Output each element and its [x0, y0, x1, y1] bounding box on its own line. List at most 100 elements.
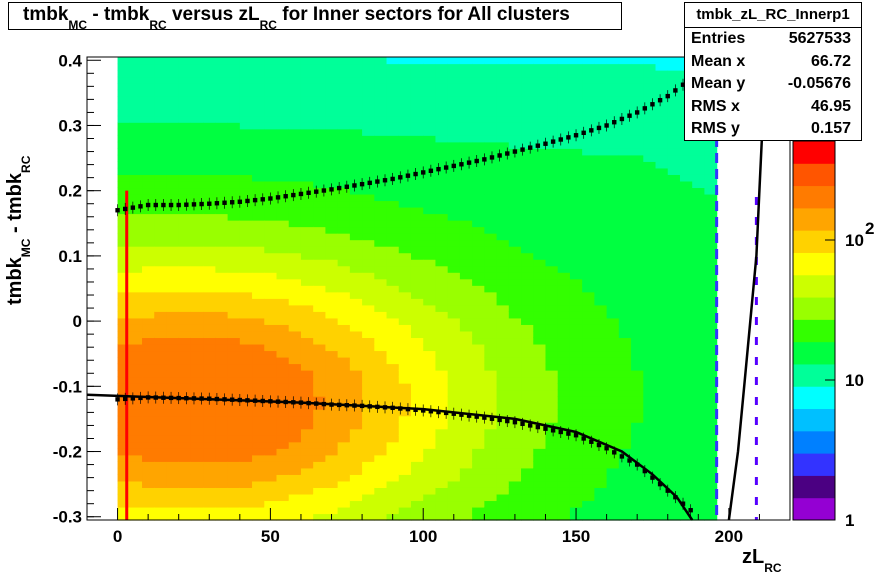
heatmap-cell	[533, 298, 547, 306]
profile-point	[573, 133, 579, 138]
heatmap-cell	[533, 454, 547, 462]
heatmap-cell	[349, 115, 363, 123]
heatmap-cell	[667, 154, 681, 162]
heatmap-cell	[606, 493, 620, 502]
heatmap-cell	[521, 402, 534, 410]
heatmap-cell	[349, 57, 363, 65]
heatmap-cell	[655, 402, 669, 410]
heatmap-cell	[178, 259, 192, 267]
heatmap-cell	[398, 239, 412, 247]
heatmap-cell	[337, 441, 351, 449]
heatmap-cell	[215, 337, 229, 345]
heatmap-cell	[545, 246, 559, 254]
heatmap-cell	[508, 96, 522, 104]
heatmap-cell	[521, 343, 534, 352]
heatmap-cell	[508, 141, 522, 149]
heatmap-cell	[398, 415, 412, 423]
heatmap-cell	[325, 109, 339, 117]
heatmap-cell	[508, 311, 522, 319]
heatmap-cell	[618, 122, 632, 130]
heatmap-cell	[300, 402, 314, 410]
heatmap-cell	[276, 389, 290, 397]
heatmap-cell	[496, 343, 510, 352]
heatmap-cell	[618, 448, 632, 456]
heatmap-cell	[557, 57, 571, 65]
heatmap-cell	[337, 513, 351, 521]
heatmap-cell	[313, 200, 327, 208]
heatmap-cell	[166, 376, 180, 384]
heatmap-cell	[655, 63, 669, 71]
heatmap-cell	[423, 70, 437, 78]
heatmap-cell	[215, 76, 229, 84]
heatmap-cell	[606, 135, 620, 143]
stats-value: 66.72	[810, 52, 851, 70]
heatmap-cell	[300, 487, 314, 495]
heatmap-cell	[533, 154, 547, 162]
heatmap-cell	[704, 265, 718, 273]
heatmap-cell	[667, 220, 681, 228]
heatmap-cell	[618, 383, 632, 391]
profile-point	[367, 180, 372, 186]
heatmap-cell	[423, 506, 437, 515]
heatmap-cell	[521, 206, 534, 215]
heatmap-cell	[521, 480, 534, 488]
heatmap-cell	[288, 480, 302, 488]
heatmap-cell	[545, 226, 559, 234]
heatmap-cell	[435, 285, 449, 293]
heatmap-cell	[618, 396, 632, 404]
heatmap-cell	[374, 298, 388, 306]
heatmap-cell	[643, 409, 657, 417]
heatmap-cell	[129, 83, 143, 91]
heatmap-cell	[215, 187, 229, 195]
heatmap-cell	[203, 285, 216, 293]
heatmap-cell	[545, 70, 559, 78]
heatmap-cell	[276, 500, 290, 508]
colorbar-label: 10	[845, 231, 864, 250]
profile-point	[550, 139, 556, 144]
heatmap-cell	[423, 435, 437, 443]
heatmap-cell	[374, 500, 388, 508]
heatmap-cell	[129, 167, 143, 175]
heatmap-cell	[325, 206, 339, 215]
heatmap-cell	[117, 148, 131, 156]
heatmap-cell	[655, 493, 669, 502]
heatmap-cell	[178, 128, 192, 136]
heatmap-cell	[239, 493, 253, 502]
heatmap-cell	[557, 128, 571, 136]
heatmap-cell	[313, 96, 327, 104]
heatmap-cell	[178, 324, 192, 332]
heatmap-cell	[618, 461, 632, 469]
heatmap-cell	[325, 70, 339, 78]
heatmap-cell	[252, 193, 265, 202]
heatmap-cell	[545, 402, 559, 410]
heatmap-cell	[545, 343, 559, 352]
heatmap-cell	[582, 467, 595, 475]
heatmap-cell	[679, 161, 693, 169]
heatmap-cell	[582, 363, 595, 371]
heatmap-cell	[508, 317, 522, 325]
heatmap-cell	[349, 135, 363, 143]
heatmap-cell	[252, 96, 265, 104]
heatmap-cell	[239, 239, 253, 247]
heatmap-cell	[631, 102, 644, 110]
heatmap-cell	[667, 383, 681, 391]
heatmap-cell	[215, 467, 229, 475]
heatmap-cell	[631, 83, 644, 91]
heatmap-cell	[704, 500, 718, 508]
heatmap-cell	[325, 383, 339, 391]
heatmap-cell	[594, 161, 608, 169]
heatmap-cell	[643, 448, 657, 456]
heatmap-cell	[582, 128, 595, 136]
heatmap-cell	[410, 396, 424, 404]
heatmap-cell	[667, 213, 681, 221]
heatmap-cell	[447, 461, 461, 469]
heatmap-cell	[435, 291, 449, 299]
heatmap-cell	[557, 206, 571, 215]
heatmap-cell	[655, 298, 669, 306]
heatmap-cell	[692, 252, 706, 260]
heatmap-cell	[569, 233, 583, 241]
heatmap-cell	[154, 246, 168, 254]
heatmap-cell	[215, 115, 229, 123]
profile-point	[161, 202, 166, 208]
heatmap-cell	[215, 343, 229, 352]
